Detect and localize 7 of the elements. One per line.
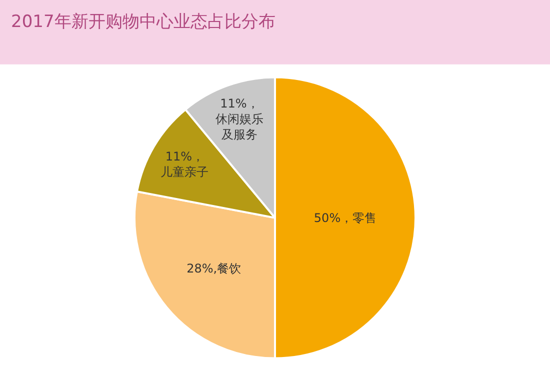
slice-label: 50%，零售 [314, 210, 377, 225]
chart-title: 2017年新开购物中心业态占比分布 [11, 12, 276, 32]
data-label: 11%， [220, 96, 259, 110]
slice-label: 休闲娱乐及服务 [215, 112, 264, 142]
data-label: 11%， [165, 150, 204, 164]
slice-label: 儿童亲子 [160, 165, 209, 180]
slice-label: 28%,餐饮 [186, 261, 242, 276]
